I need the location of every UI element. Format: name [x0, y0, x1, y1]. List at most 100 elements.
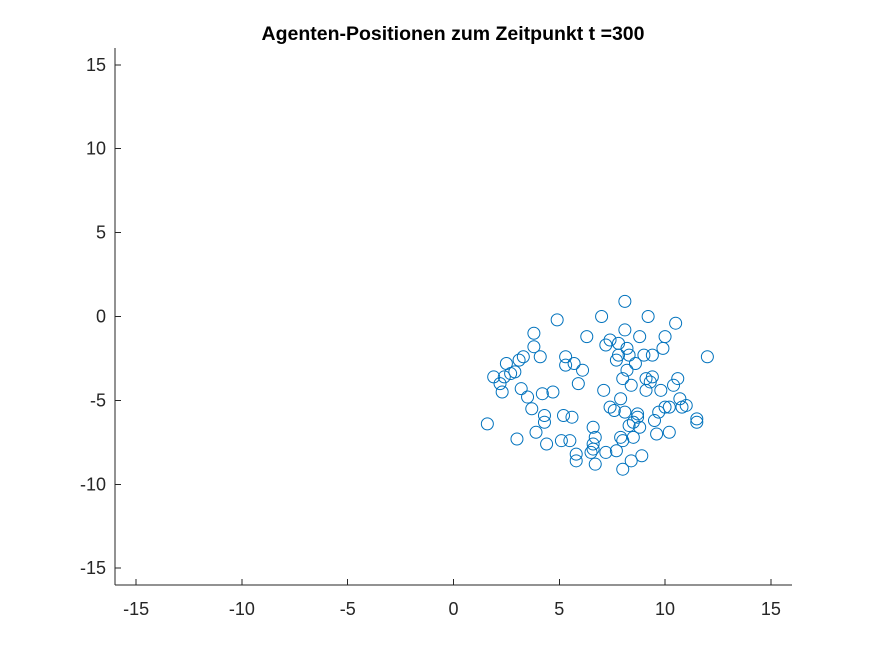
data-point [645, 370, 659, 384]
data-point [633, 420, 647, 434]
data-point [635, 449, 649, 463]
data-point [559, 358, 573, 372]
data-point [612, 336, 626, 350]
data-point [609, 444, 623, 458]
data-point [618, 405, 632, 419]
data-point [628, 356, 642, 370]
data-point [527, 340, 541, 354]
data-point [631, 407, 645, 421]
data-point [637, 348, 651, 362]
data-point [571, 377, 585, 391]
data-point [557, 409, 571, 423]
data-point [624, 454, 638, 468]
data-point [622, 419, 636, 433]
data-point [671, 372, 685, 386]
y-tick-label: -5 [90, 390, 106, 410]
data-point [618, 323, 632, 337]
y-tick-label: 15 [86, 55, 106, 75]
data-point [616, 462, 630, 476]
data-point [535, 387, 549, 401]
data-point [546, 385, 560, 399]
data-point [554, 434, 568, 448]
data-point [586, 442, 600, 456]
data-point [614, 430, 628, 444]
data-point [495, 385, 509, 399]
chart-title: Agenten-Positionen zum Zeitpunkt t =300 [262, 23, 645, 45]
data-point [584, 445, 598, 459]
data-point [529, 425, 543, 439]
data-point [622, 348, 636, 362]
data-point [567, 356, 581, 370]
data-point [576, 363, 590, 377]
x-tick-label: 5 [554, 599, 564, 619]
data-point [662, 400, 676, 414]
data-point [620, 341, 634, 355]
y-tick-label: -15 [80, 558, 106, 578]
data-point [508, 365, 522, 379]
data-points [480, 294, 714, 476]
data-point [654, 383, 668, 397]
data-point [537, 415, 551, 429]
data-point [586, 420, 600, 434]
data-point [607, 403, 621, 417]
data-point [493, 377, 507, 391]
data-point [527, 326, 541, 340]
data-point [679, 398, 693, 412]
data-point [650, 427, 664, 441]
data-point [516, 350, 530, 364]
data-point [667, 378, 681, 392]
data-point [599, 338, 613, 352]
y-tick-label: 0 [96, 307, 106, 327]
data-point [633, 330, 647, 344]
data-point [656, 341, 670, 355]
data-point [588, 457, 602, 471]
x-tick-label: 15 [761, 599, 781, 619]
data-point [658, 400, 672, 414]
data-point [658, 330, 672, 344]
data-point [559, 350, 573, 364]
x-tick-label: 0 [448, 599, 458, 619]
data-point [514, 382, 528, 396]
y-tick-label: 10 [86, 139, 106, 159]
data-point [639, 383, 653, 397]
data-point [586, 437, 600, 451]
data-point [480, 417, 494, 431]
data-point [563, 434, 577, 448]
data-point [645, 348, 659, 362]
data-point [620, 363, 634, 377]
data-point [569, 447, 583, 461]
data-point [537, 409, 551, 423]
data-point [565, 410, 579, 424]
data-point [525, 402, 539, 416]
data-point [662, 425, 676, 439]
data-point [690, 415, 704, 429]
data-point [626, 430, 640, 444]
data-point [669, 316, 683, 330]
data-point [597, 383, 611, 397]
x-tick-label: -10 [229, 599, 255, 619]
data-point [580, 330, 594, 344]
data-point [497, 370, 511, 384]
data-point [588, 430, 602, 444]
y-axis-ticks: -15 -10 -5 0 5 10 15 [80, 55, 121, 578]
x-tick-label: -5 [340, 599, 356, 619]
data-point [631, 410, 645, 424]
data-point [603, 333, 617, 347]
data-point [618, 294, 632, 308]
data-point [624, 378, 638, 392]
data-point [533, 350, 547, 364]
data-point [550, 313, 564, 327]
data-point [647, 414, 661, 428]
data-point [521, 390, 535, 404]
data-point [603, 400, 617, 414]
data-point [512, 353, 526, 367]
x-axis-ticks: -15 -10 -5 0 5 10 15 [123, 579, 781, 619]
data-point [700, 350, 714, 364]
y-tick-label: -10 [80, 474, 106, 494]
y-tick-label: 5 [96, 223, 106, 243]
x-tick-label: 10 [655, 599, 675, 619]
data-point [569, 454, 583, 468]
data-point [595, 310, 609, 323]
data-point [641, 310, 655, 323]
